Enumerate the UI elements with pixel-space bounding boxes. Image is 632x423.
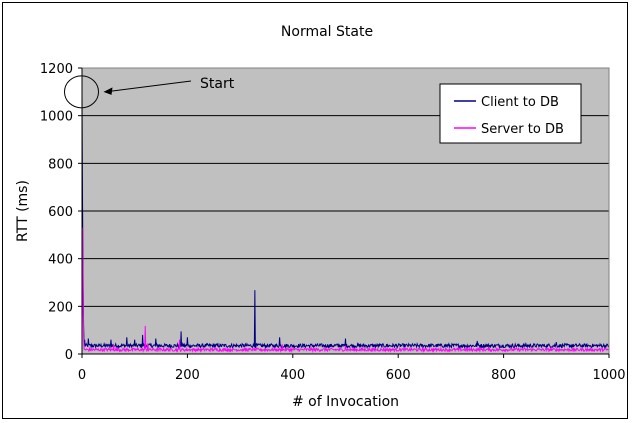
x-tick-label: 0 (78, 368, 86, 383)
start-annotation: Start (64, 75, 235, 109)
start-label: Start (200, 76, 235, 92)
y-tick-label: 600 (48, 205, 73, 220)
y-tick-label: 1000 (40, 110, 73, 125)
y-axis-label: RTT (ms) (15, 180, 31, 242)
start-circle (64, 75, 99, 109)
series-layer (81, 94, 610, 354)
series-line-client-to-db (81, 94, 610, 350)
chart-frame: Normal State 0 200 400 600 800 1000 1200 0 200 4… (2, 2, 628, 419)
x-tick-label: 800 (491, 368, 516, 383)
x-tick-label: 200 (175, 368, 200, 383)
legend-box (439, 83, 582, 144)
start-arrow-head (103, 87, 113, 95)
line-chart: Normal State 0 200 400 600 800 1000 1200 0 200 4… (15, 24, 626, 410)
y-tick-label: 400 (48, 253, 73, 268)
chart-title: Normal State (281, 24, 373, 40)
x-tick-label: 400 (280, 368, 305, 383)
y-tick-label: 0 (65, 348, 73, 363)
x-tick-label: 600 (386, 368, 411, 383)
legend-label-client: Client to DB (481, 95, 559, 110)
legend: Client to DB Server to DB (439, 83, 582, 144)
y-axis: 0 200 400 600 800 1000 1200 (40, 62, 83, 363)
x-tick-label: 1000 (592, 368, 625, 383)
legend-label-server: Server to DB (481, 122, 564, 137)
y-tick-label: 200 (48, 300, 73, 315)
y-tick-label: 1200 (40, 62, 73, 77)
series-line-server-to-db (81, 227, 610, 354)
start-arrow (109, 80, 192, 92)
x-axis: 0 200 400 600 800 1000 (78, 353, 626, 383)
y-tick-label: 800 (48, 157, 73, 172)
x-axis-label: # of Invocation (292, 394, 399, 410)
